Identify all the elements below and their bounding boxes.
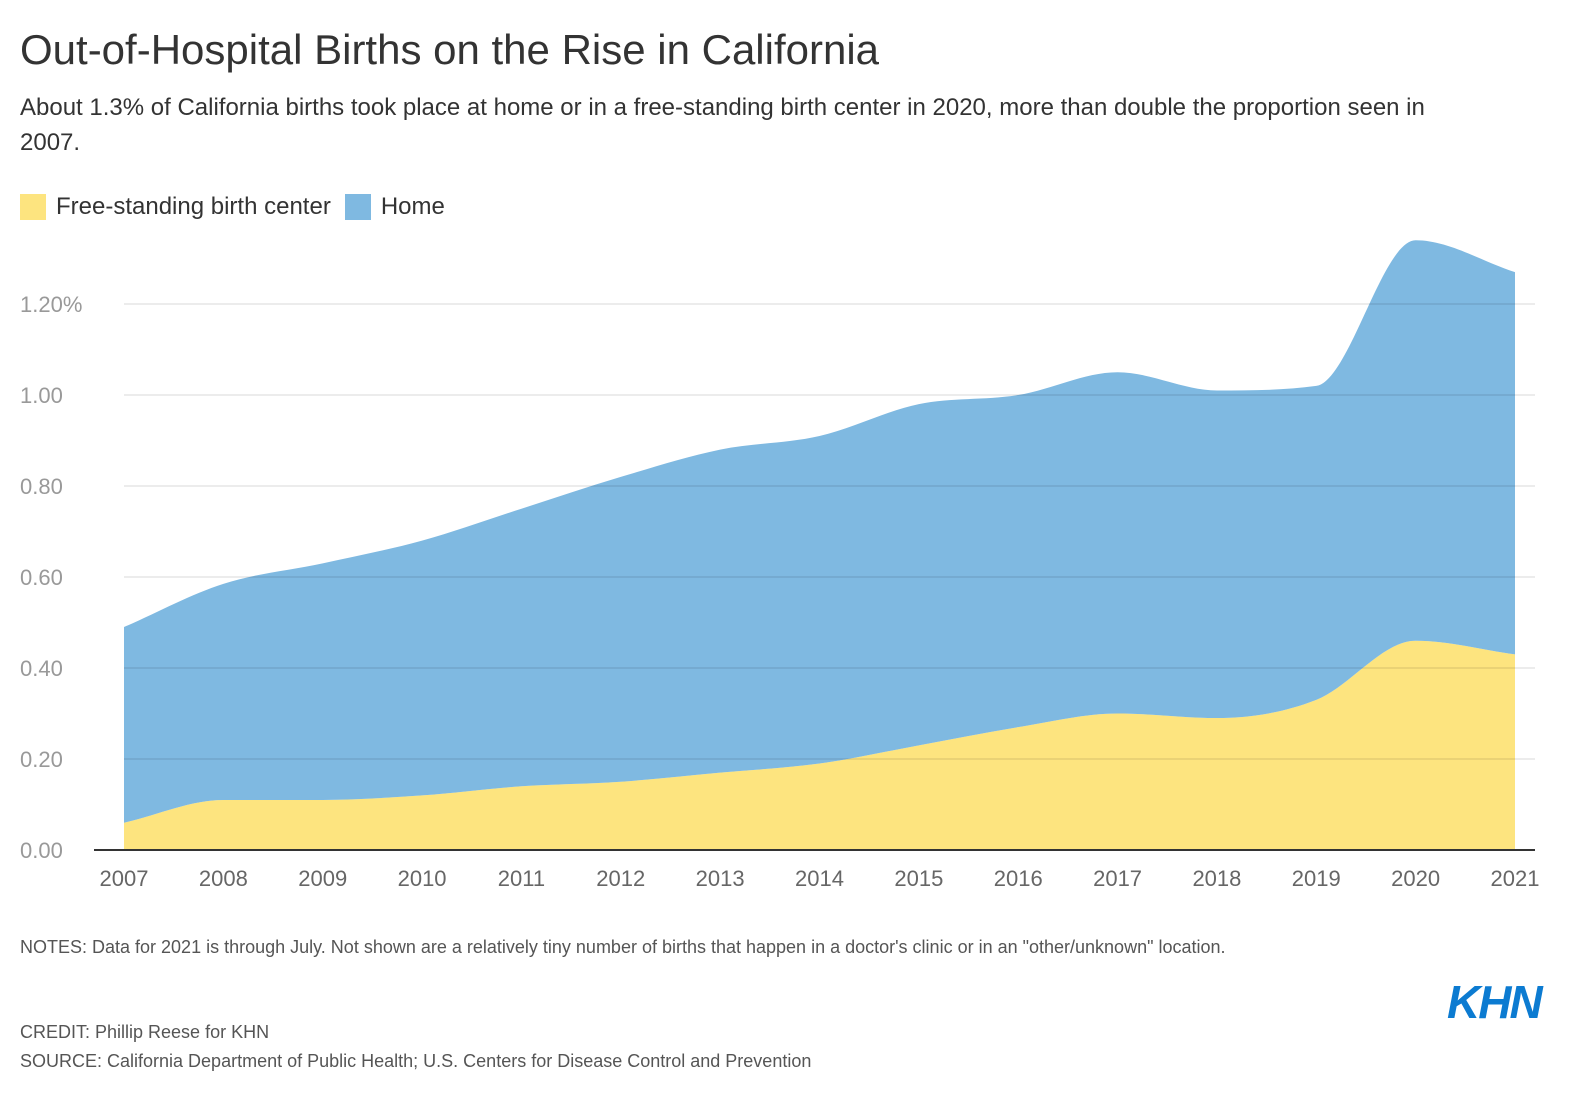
x-tick-label: 2020 [1391, 866, 1440, 891]
khn-logo: KHN [1447, 976, 1543, 1028]
x-tick-label: 2009 [298, 866, 347, 891]
x-tick-label: 2021 [1491, 866, 1540, 891]
legend: Free-standing birth center Home [20, 193, 459, 221]
legend-item-birth-center: Free-standing birth center [20, 193, 331, 221]
x-tick-label: 2013 [696, 866, 745, 891]
credit-line: CREDIT: Phillip Reese for KHN [20, 1022, 270, 1042]
area-home [124, 240, 1515, 823]
x-tick-label: 2010 [398, 866, 447, 891]
x-tick-label: 2015 [894, 866, 943, 891]
legend-swatch [344, 194, 371, 220]
area-birth-center [124, 640, 1515, 850]
source-line: SOURCE: California Department of Public … [20, 1051, 812, 1071]
x-tick-label: 2016 [994, 866, 1043, 891]
x-tick-label: 2019 [1292, 866, 1341, 891]
legend-label: Free-standing birth center [56, 193, 331, 220]
chart-subtitle: About 1.3% of California births took pla… [20, 94, 1425, 156]
chart-title: Out-of-Hospital Births on the Rise in Ca… [20, 26, 880, 73]
legend-label: Home [380, 193, 445, 220]
y-tick-label: 0.80 [20, 474, 63, 499]
area-chart: 0.00 0.20 0.40 0.60 0.80 1.00 1.20% 2007 2008 200… [20, 240, 1540, 891]
x-tick-label: 2017 [1093, 866, 1142, 891]
y-tick-label: 1.20% [20, 292, 82, 317]
y-tick-label: 0.20 [20, 747, 63, 772]
x-tick-label: 2012 [596, 866, 645, 891]
x-tick-label: 2014 [795, 866, 844, 891]
x-tick-label: 2008 [199, 866, 248, 891]
legend-swatch [20, 194, 46, 220]
legend-item-home: Home [344, 193, 445, 221]
x-tick-label: 2011 [498, 866, 545, 891]
y-tick-label: 1.00 [20, 383, 63, 408]
y-tick-label: 0.60 [20, 565, 63, 590]
x-tick-label: 2007 [100, 866, 149, 891]
notes: NOTES: Data for 2021 is through July. No… [20, 937, 1226, 957]
y-tick-label: 0.00 [20, 838, 63, 863]
y-tick-label: 0.40 [20, 656, 63, 681]
x-tick-label: 2018 [1192, 866, 1241, 891]
credits: CREDIT: Phillip Reese for KHN SOURCE: Ca… [20, 1018, 811, 1076]
